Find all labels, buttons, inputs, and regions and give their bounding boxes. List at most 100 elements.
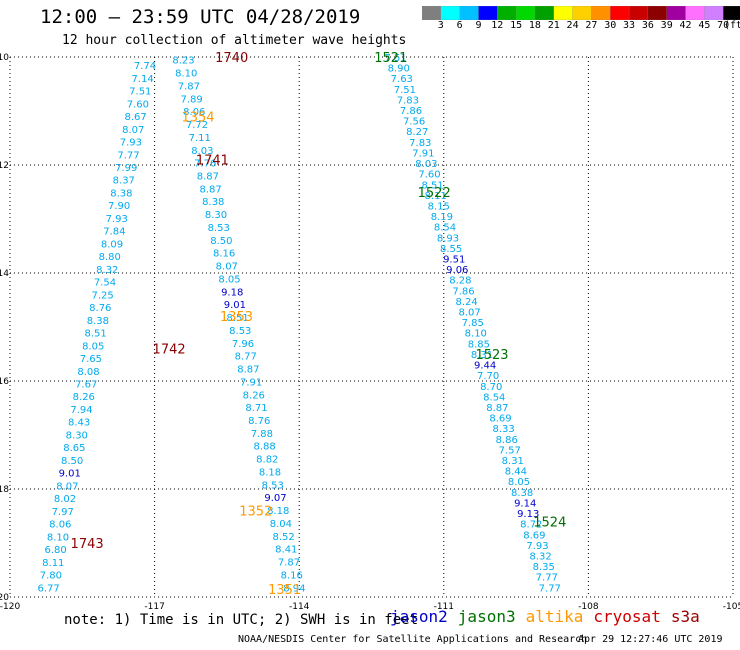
pass-time-label: 1352 bbox=[239, 505, 272, 520]
wave-height-value: 7.63 bbox=[391, 74, 413, 85]
wave-height-value: 8.69 bbox=[523, 530, 545, 541]
y-tick-label: 16 bbox=[0, 377, 9, 387]
wave-height-value: 9.44 bbox=[474, 361, 496, 372]
wave-height-value: 9.01 bbox=[59, 469, 81, 480]
pass-time-label: 1522 bbox=[418, 186, 451, 201]
wave-height-value: 7.93 bbox=[120, 138, 142, 149]
pass-time-label: 1354 bbox=[181, 110, 214, 125]
chart-title: 12:00 — 23:59 UTC 04/28/2019 bbox=[40, 6, 361, 28]
wave-height-value: 7.77 bbox=[536, 573, 558, 584]
wave-height-value: 8.10 bbox=[465, 329, 487, 340]
wave-height-value: 8.72 bbox=[520, 520, 542, 531]
colorbar-label: 3 bbox=[437, 20, 444, 31]
wave-height-value: 8.69 bbox=[489, 414, 511, 425]
y-tick-label: 20 bbox=[0, 593, 9, 603]
wave-height-value: 8.19 bbox=[431, 212, 453, 223]
legend-item: altika bbox=[525, 607, 584, 626]
wave-height-value: 8.38 bbox=[202, 197, 224, 208]
wave-height-value: 8.11 bbox=[425, 191, 447, 202]
wave-height-value: 9.07 bbox=[264, 493, 286, 504]
wave-height-value: 6.80 bbox=[44, 545, 66, 556]
wave-height-value: 8.50 bbox=[61, 456, 83, 467]
wave-height-value: 7.85 bbox=[462, 318, 484, 329]
wave-height-value: 8.88 bbox=[253, 442, 275, 453]
wave-height-value: 8.76 bbox=[89, 303, 111, 314]
wave-height-value: 7.77 bbox=[539, 583, 561, 594]
wave-height-value: 7.25 bbox=[91, 290, 113, 301]
y-tick-label: 14 bbox=[0, 269, 9, 279]
wave-height-value: 7.83 bbox=[409, 138, 431, 149]
x-tick-label: -114 bbox=[289, 602, 310, 612]
y-tick-label: 10 bbox=[0, 53, 9, 63]
wave-height-value: 8.51 bbox=[226, 313, 248, 324]
wave-height-value: 8.37 bbox=[113, 176, 135, 187]
wave-height-value: 7.56 bbox=[403, 117, 425, 128]
wave-height-value: 9.06 bbox=[446, 265, 468, 276]
pass-time-label: 1351 bbox=[268, 583, 301, 598]
wave-height-value: 7.80 bbox=[40, 571, 62, 582]
wave-height-value: 8.35 bbox=[533, 562, 555, 573]
wave-height-value: 7.93 bbox=[106, 214, 128, 225]
wave-height-value: 7.65 bbox=[80, 354, 102, 365]
wave-height-value: 7.57 bbox=[499, 445, 521, 456]
wave-height-value: 7.14 bbox=[131, 74, 153, 85]
plot-area: -120 -117 -114 -111 -108 -105 10 12 14 16 18 20 8.23… bbox=[0, 51, 740, 612]
wave-height-value: 8.07 bbox=[216, 262, 238, 273]
colorbar-label: 6 bbox=[456, 20, 463, 31]
pass-time-label: 1353 bbox=[220, 310, 253, 325]
wave-height-value: 8.26 bbox=[73, 392, 95, 403]
wave-height-value: 8.51 bbox=[421, 180, 443, 191]
colorbar-label: 36 bbox=[641, 20, 654, 31]
wave-height-value: 8.06 bbox=[183, 107, 205, 118]
legend-item: jason3 bbox=[457, 607, 516, 626]
wave-height-value: 8.70 bbox=[480, 382, 502, 393]
colorbar-label: 70 bbox=[717, 20, 730, 31]
wave-height-value: 7.60 bbox=[418, 170, 440, 181]
wave-height-value: 8.87 bbox=[486, 403, 508, 414]
colorbar-label: 24 bbox=[566, 20, 579, 31]
wave-height-value: 7.67 bbox=[75, 380, 97, 391]
wave-height-value: 8.18 bbox=[259, 468, 281, 479]
wave-height-value: 8.55 bbox=[440, 244, 462, 255]
wave-height-value: 8.87 bbox=[199, 184, 221, 195]
wave-height-value: 8.26 bbox=[243, 390, 265, 401]
wave-height-value: 7.90 bbox=[108, 201, 130, 212]
wave-height-value: 8.09 bbox=[101, 239, 123, 250]
wave-height-value: 8.16 bbox=[213, 249, 235, 260]
wave-height-value: 8.02 bbox=[54, 494, 76, 505]
colorbar-label: 9 bbox=[475, 20, 482, 31]
colorbar-label: 21 bbox=[547, 20, 560, 31]
wave-height-value: 9.51 bbox=[443, 255, 465, 266]
wave-height-value: 8.93 bbox=[437, 233, 459, 244]
legend-item: s3a bbox=[670, 607, 700, 626]
wave-height-value: 7.97 bbox=[52, 507, 74, 518]
wave-height-value: 7.51 bbox=[129, 87, 151, 98]
colorbar-label: 15 bbox=[510, 20, 523, 31]
x-tick-label: -117 bbox=[144, 602, 164, 612]
wave-height-value: 9.14 bbox=[514, 498, 536, 509]
wave-height-value: 8.28 bbox=[449, 276, 471, 287]
wave-height-value: 8.04 bbox=[270, 519, 292, 530]
colorbar-label: 42 bbox=[679, 20, 692, 31]
x-tick-label: -111 bbox=[434, 602, 454, 612]
footer-credit: NOAA/NESDIS Center for Satellite Applica… bbox=[238, 634, 588, 645]
wave-height-value: 7.70 bbox=[477, 371, 499, 382]
wave-height-value: 8.31 bbox=[502, 456, 524, 467]
wave-height-value: 8.03 bbox=[415, 159, 437, 170]
wave-height-value: 8.82 bbox=[256, 455, 278, 466]
wave-height-value: 7.91 bbox=[240, 377, 262, 388]
chart-subtitle: 12 hour collection of altimeter wave hei… bbox=[62, 33, 407, 48]
wave-height-value: 8.05 bbox=[82, 341, 104, 352]
wave-height-value: 8.77 bbox=[235, 352, 257, 363]
colorbar-label: 33 bbox=[623, 20, 636, 31]
wave-height-value: 8.43 bbox=[68, 418, 90, 429]
wave-height-value: 8.71 bbox=[245, 403, 267, 414]
colorbar bbox=[422, 6, 740, 20]
footer-timestamp: Apr 29 12:27:46 UTC 2019 bbox=[578, 634, 723, 645]
wave-height-value: 7.87 bbox=[178, 81, 200, 92]
wave-height-value: 8.16 bbox=[281, 570, 303, 581]
wave-height-value: 8.30 bbox=[205, 210, 227, 221]
wave-height-value: 8.53 bbox=[262, 480, 284, 491]
